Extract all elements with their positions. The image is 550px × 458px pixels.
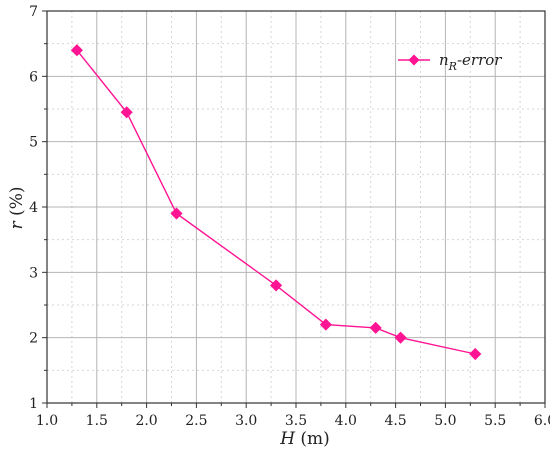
- y-tick-label: 7: [29, 4, 38, 20]
- data-point-marker: [170, 207, 183, 220]
- y-tick-label: 2: [29, 331, 38, 347]
- x-axis-unit: (m): [295, 429, 330, 449]
- x-tick-label: 3.0: [235, 413, 257, 429]
- x-axis-variable: H: [279, 429, 296, 449]
- y-tick-label: 3: [29, 265, 38, 281]
- x-tick-label: 5.5: [484, 413, 506, 429]
- x-tick-label: 2.5: [185, 413, 207, 429]
- y-tick-label: 4: [29, 200, 38, 216]
- data-point-marker: [270, 279, 283, 292]
- legend: nR-error: [398, 51, 502, 73]
- x-tick-label: 4.5: [384, 413, 406, 429]
- legend-label: nR-error: [439, 51, 502, 73]
- x-tick-label: 3.5: [285, 413, 307, 429]
- data-point-marker: [70, 44, 83, 57]
- data-point-marker: [319, 318, 332, 331]
- grid: [46, 10, 546, 404]
- data-point-marker: [369, 321, 382, 334]
- x-axis-title: H (m): [279, 429, 330, 449]
- x-tick-label: 1.5: [86, 413, 108, 429]
- y-axis-title: r (%): [7, 187, 27, 230]
- y-tick-label: 1: [29, 396, 38, 412]
- x-tick-label: 1.0: [36, 413, 58, 429]
- data-point-marker: [394, 331, 407, 344]
- x-tick-label: 2.0: [135, 413, 157, 429]
- data-point-marker: [469, 347, 482, 361]
- x-tick-label: 6.0: [534, 413, 550, 429]
- series: [70, 44, 482, 361]
- axis-ticks: 1.0 1.5 2.0 2.5 3.0 3.5 4.0 4.5 5.0 5.5 6.0 1 2 3 4 5 6 7: [29, 4, 550, 429]
- y-axis-variable: r: [7, 220, 27, 229]
- legend-marker-swatch: [408, 54, 420, 66]
- data-point-marker: [120, 106, 133, 119]
- x-tick-label: 4.0: [335, 413, 357, 429]
- series-line: [76, 49, 476, 355]
- x-tick-label: 5.0: [434, 413, 456, 429]
- y-tick-label: 5: [29, 135, 38, 151]
- y-axis-unit: (%): [7, 187, 27, 222]
- y-tick-label: 6: [29, 69, 38, 85]
